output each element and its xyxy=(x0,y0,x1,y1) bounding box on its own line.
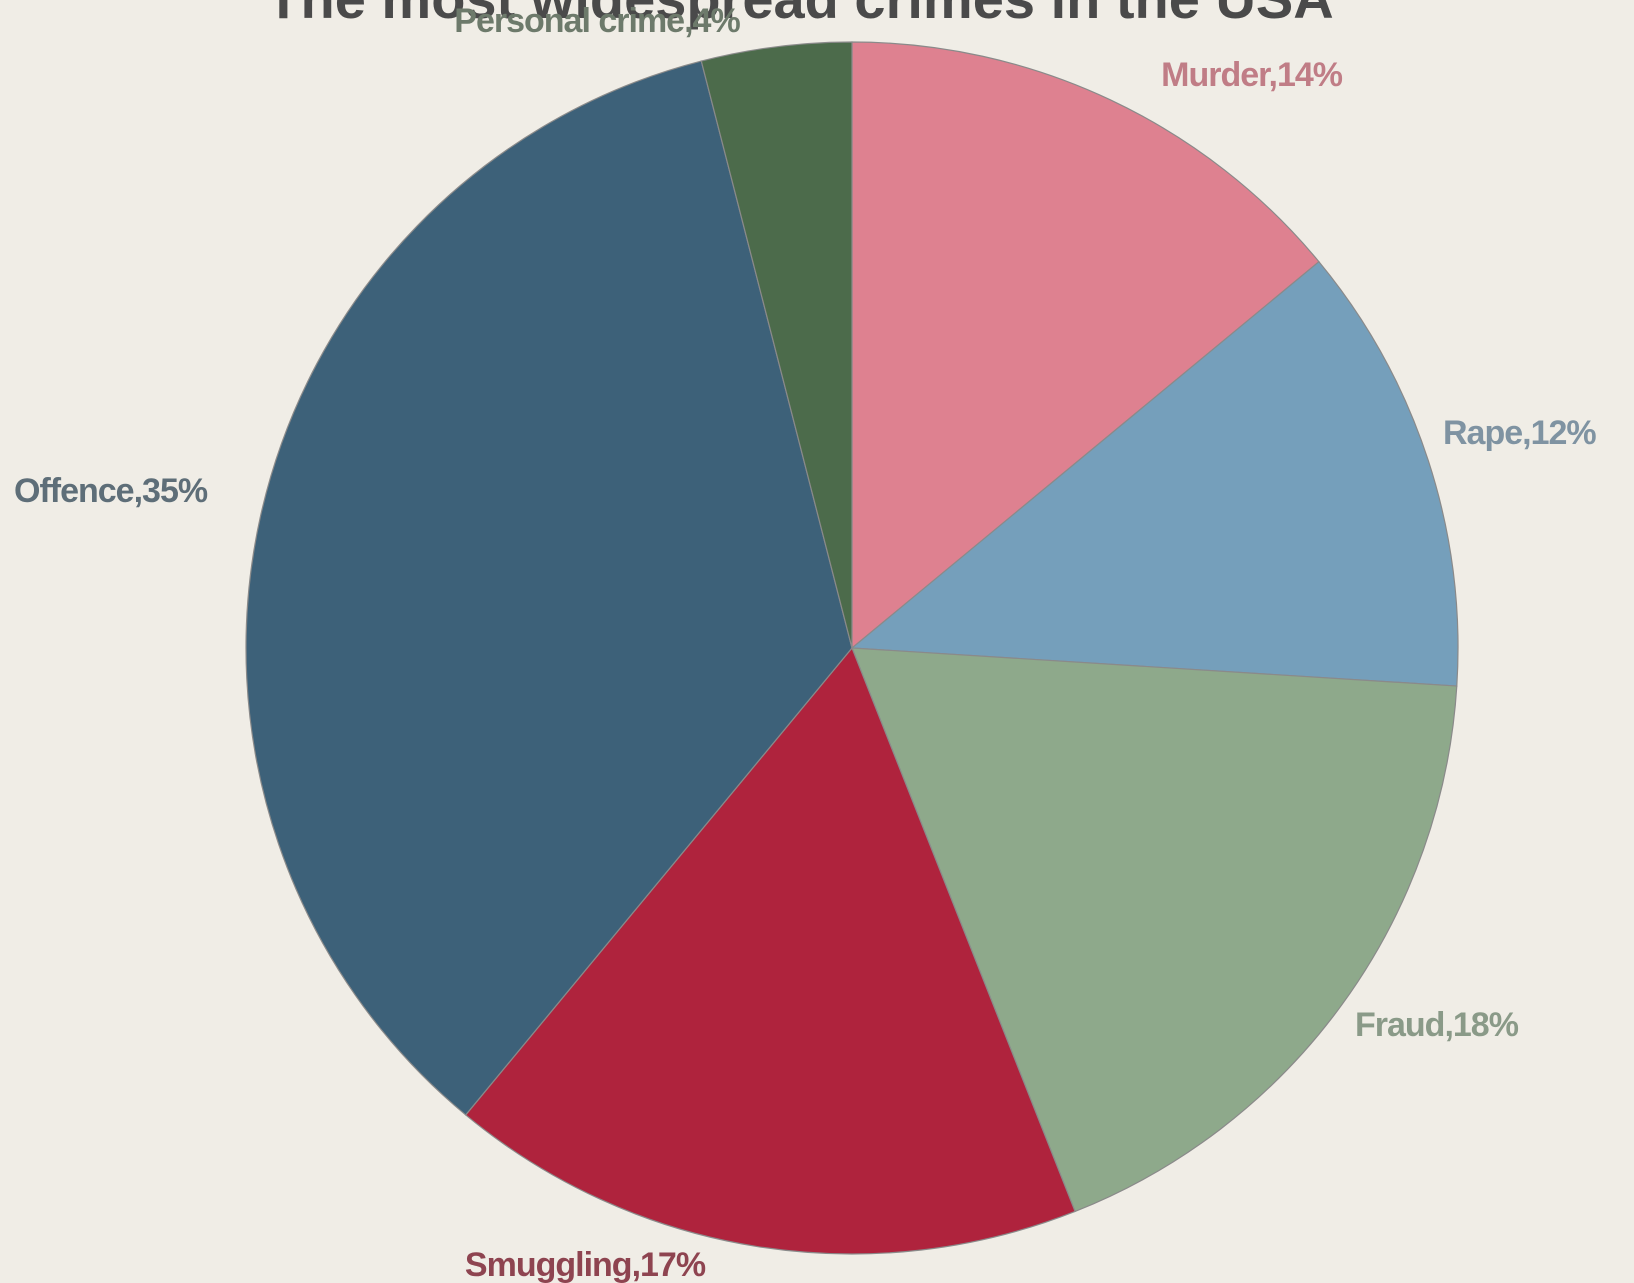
slice-label-smuggling: Smuggling,17% xyxy=(465,1246,706,1283)
slice-label-fraud: Fraud,18% xyxy=(1355,1006,1519,1044)
pie-slice-rape xyxy=(850,260,1459,687)
slice-label-rape: Rape,12% xyxy=(1443,414,1596,452)
slice-label-personal-crime: Personal crime,4% xyxy=(454,2,740,40)
pie-slice-personal-crime xyxy=(700,41,853,649)
pie-slice-fraud xyxy=(851,647,1458,1213)
pie-slice-offence xyxy=(245,60,853,1116)
slices-layer xyxy=(245,41,1459,1255)
pie-slice-murder xyxy=(851,41,1320,650)
slice-label-offence: Offence,35% xyxy=(14,472,208,510)
slice-label-murder: Murder,14% xyxy=(1161,56,1343,94)
chart-title: The most widespread crimes in the USA xyxy=(266,0,1333,30)
labels-layer: Murder,14% Rape,12% Fraud,18% Smuggling,17%… xyxy=(14,2,1597,1283)
pie-slice-smuggling xyxy=(464,646,1076,1255)
